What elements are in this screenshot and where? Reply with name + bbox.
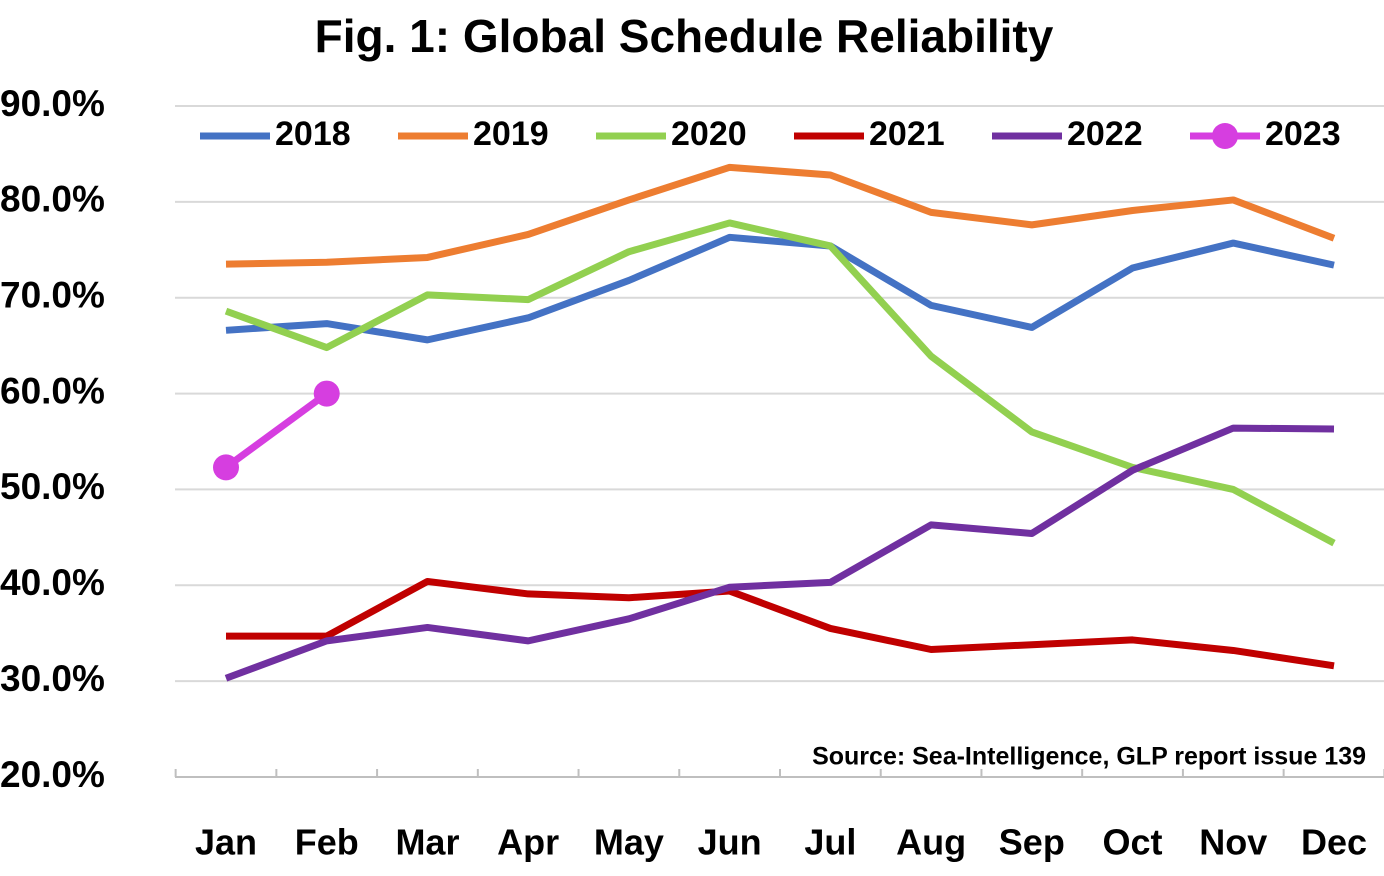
y-tick-label: 40.0% [0, 562, 105, 603]
point-marker [313, 380, 340, 407]
x-tick-label: Jan [195, 822, 257, 863]
y-tick-label: 30.0% [0, 658, 105, 699]
source-note: Source: Sea-Intelligence, GLP report iss… [812, 743, 1366, 771]
x-tick-label: Feb [295, 822, 359, 863]
series-line [223, 390, 329, 471]
x-tick-label: Nov [1199, 822, 1267, 863]
y-tick-label: 90.0% [0, 83, 105, 124]
x-tick-label: Jun [698, 822, 762, 863]
series-line [226, 577, 1335, 670]
y-tick-label: 50.0% [0, 466, 105, 507]
chart-title: Fig. 1: Global Schedule Reliability [315, 10, 1054, 62]
x-tick-label: Apr [497, 822, 559, 863]
y-tick-label: 20.0% [0, 754, 105, 795]
x-tick-label: Oct [1103, 822, 1163, 863]
y-tick-label: 80.0% [0, 179, 105, 220]
x-tick-label: Sep [999, 822, 1065, 863]
x-tick-label: May [594, 822, 664, 863]
legend-label: 2018 [275, 115, 351, 153]
y-tick-label: 70.0% [0, 274, 105, 315]
legend-label: 2021 [869, 115, 945, 153]
series-line [225, 163, 1336, 268]
x-tick-label: Dec [1301, 822, 1367, 863]
legend-label: 2020 [671, 115, 747, 153]
legend-label: 2022 [1067, 115, 1143, 153]
point-marker [213, 454, 239, 481]
legend-label: 2019 [473, 115, 549, 153]
series-line [224, 424, 1335, 682]
series-line [225, 233, 1335, 344]
legend-label: 2023 [1265, 115, 1341, 153]
legend-marker [1212, 123, 1238, 149]
y-tick-label: 60.0% [0, 370, 105, 411]
series-line [224, 219, 1336, 547]
x-tick-label: Jul [804, 822, 856, 863]
x-tick-label: Aug [896, 822, 966, 863]
x-tick-label: Mar [395, 822, 459, 863]
